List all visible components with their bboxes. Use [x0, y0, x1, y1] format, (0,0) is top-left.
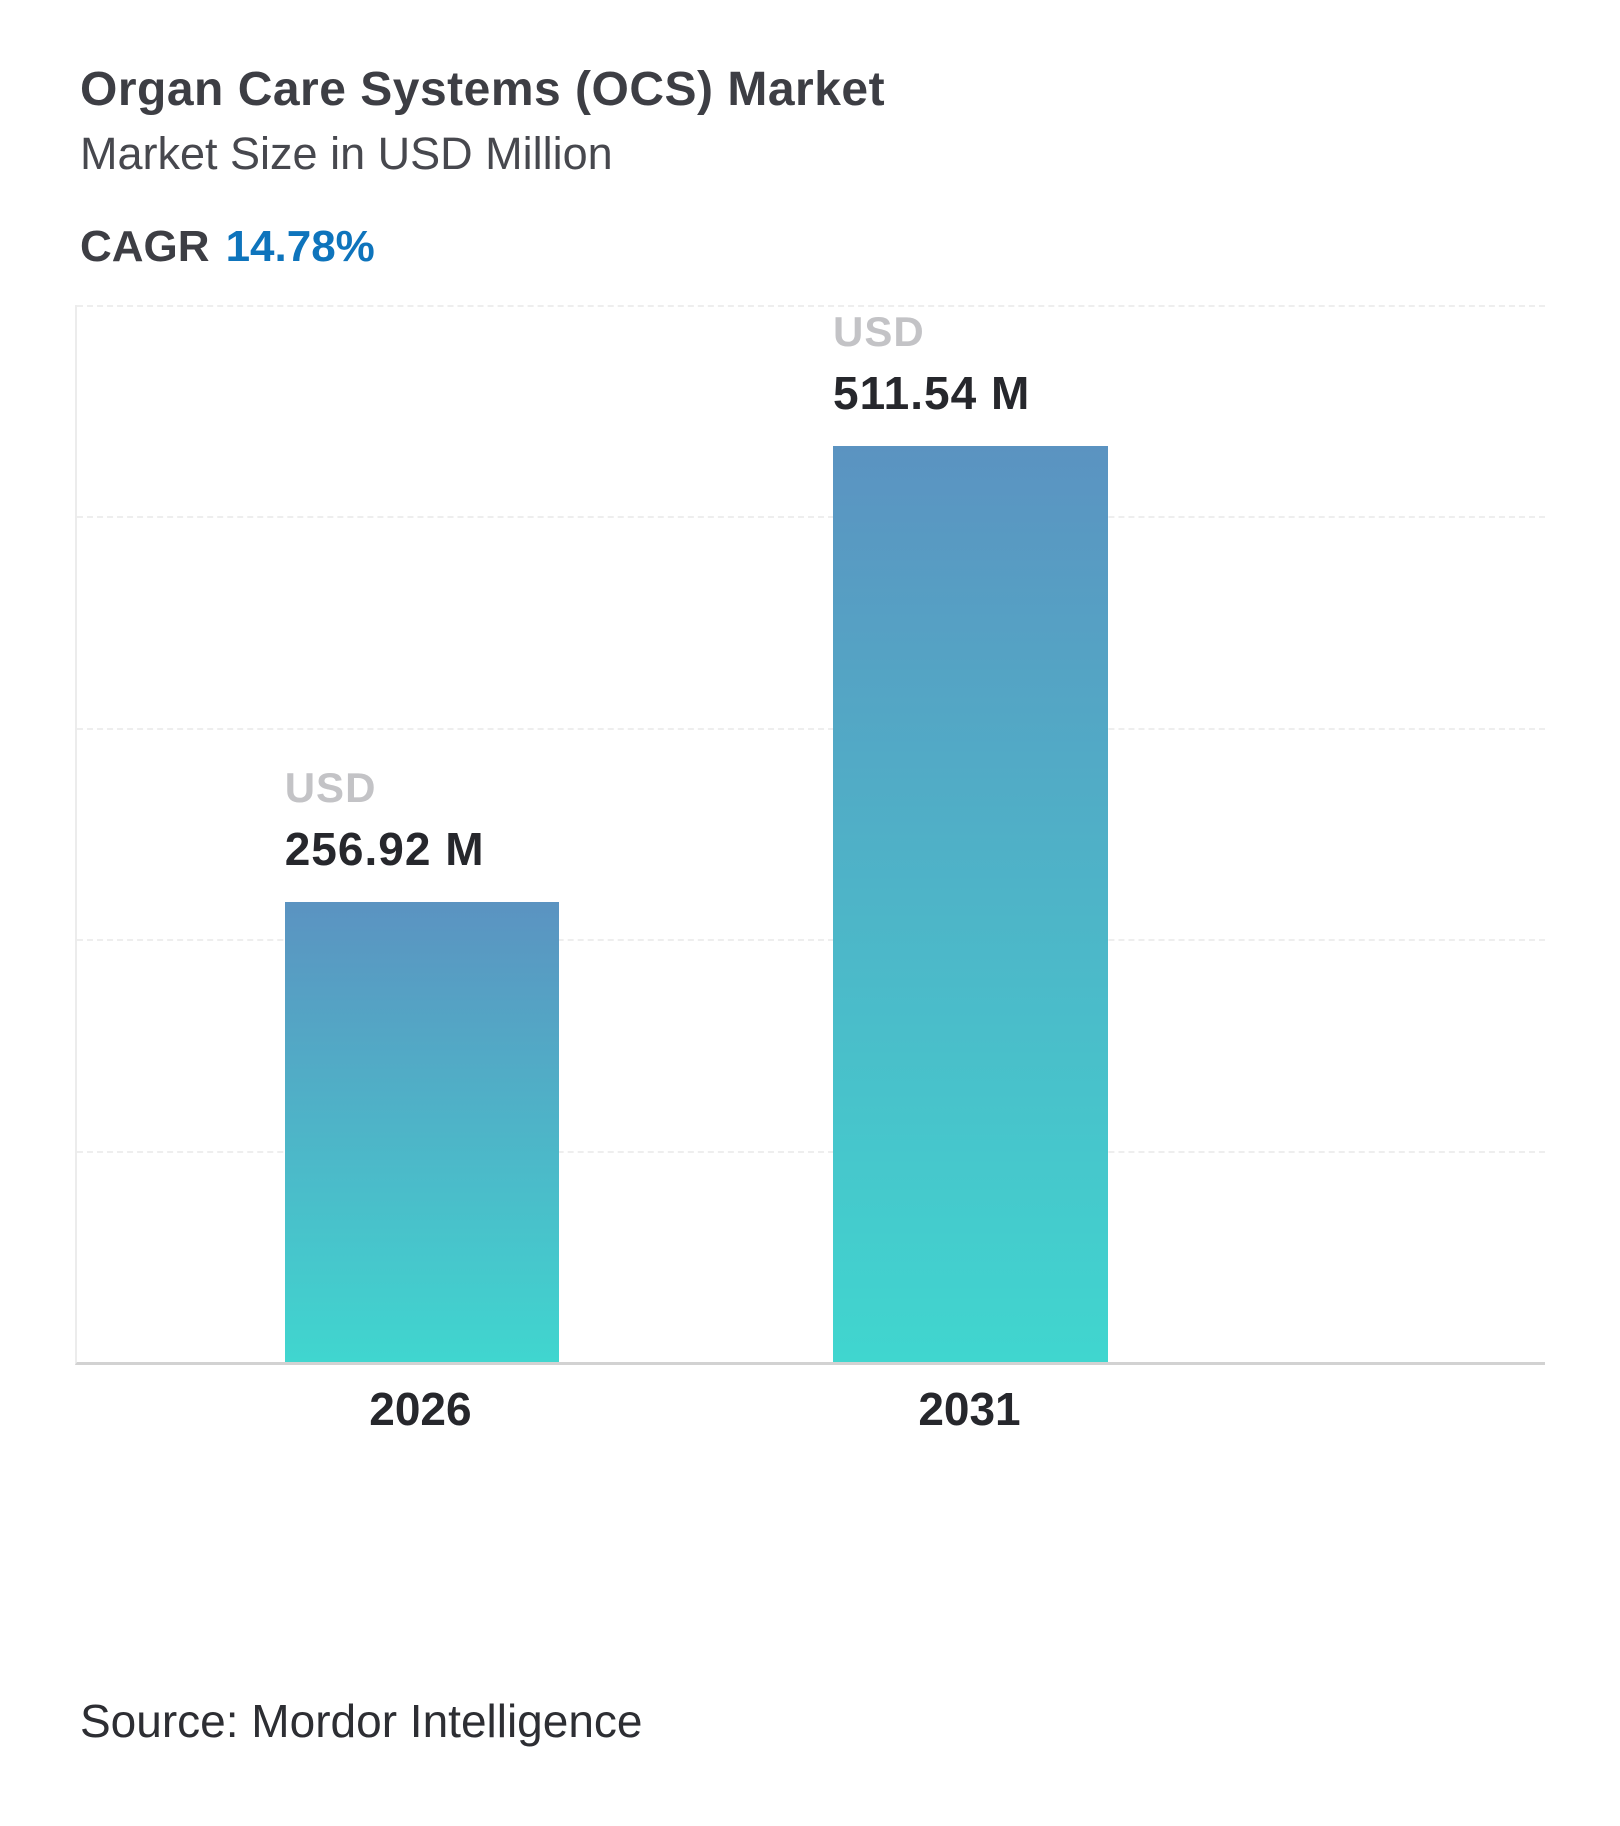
cagr-row: CAGR 14.78%: [80, 222, 375, 272]
bar-2031: [833, 445, 1108, 1362]
cagr-value: 14.78%: [225, 222, 375, 271]
bar-group-2026: USD 256.92 M: [284, 305, 560, 1362]
chart-title: Organ Care Systems (OCS) Market: [80, 63, 886, 116]
bar-group-2031: USD 511.54 M: [833, 305, 1108, 1362]
value-label: 511.54 M: [833, 366, 1031, 419]
bar-value-label: USD 511.54 M: [833, 308, 1030, 420]
gridline: [77, 305, 1545, 307]
gridline: [77, 1150, 1545, 1153]
bar-2026: [284, 901, 560, 1362]
source-text: Source: Mordor Intelligence: [80, 1695, 643, 1747]
value-label: 256.92 M: [284, 822, 485, 875]
x-axis-label-2031: 2031: [918, 1383, 1021, 1435]
chart-subtitle: Market Size in USD Million: [80, 128, 613, 179]
gridline: [77, 727, 1545, 730]
cagr-label: CAGR: [80, 222, 210, 271]
gridline: [77, 516, 1545, 519]
bar-value-label: USD 256.92 M: [285, 764, 485, 876]
currency-label: USD: [284, 763, 377, 811]
currency-label: USD: [833, 307, 925, 355]
plot-area: USD 256.92 M USD 511.54 M: [75, 305, 1545, 1365]
gridline: [77, 939, 1545, 942]
x-axis-label-2026: 2026: [369, 1383, 472, 1435]
